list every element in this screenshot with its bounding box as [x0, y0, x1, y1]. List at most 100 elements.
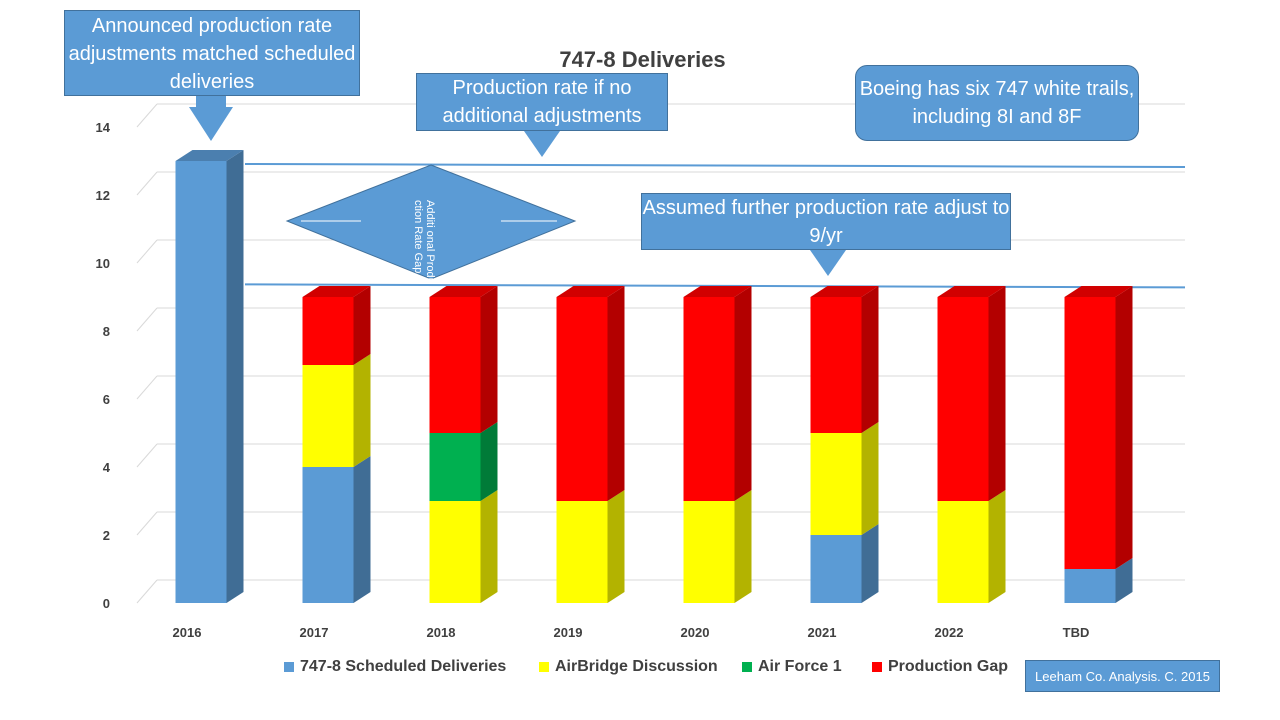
reference-line-13	[244, 163, 1186, 168]
bar-side-2016-0	[226, 150, 244, 603]
legend-swatch-scheduled	[284, 662, 294, 672]
bar-2019-airbridge-discussion	[556, 501, 608, 603]
callout-production-rate-arrow	[524, 131, 560, 157]
bar-side-2018-2	[480, 422, 498, 501]
y-tick-label: 2	[103, 528, 110, 543]
bar-side-2017-1	[353, 354, 371, 467]
credit-box: Leeham Co. Analysis. C. 2015	[1025, 660, 1220, 692]
bar-2017-production-gap	[302, 297, 354, 365]
bar-top-2020	[683, 286, 752, 297]
x-tick-label-2018: 2018	[427, 625, 456, 640]
bar-2021-production-gap	[810, 297, 862, 433]
callout-assumed: Assumed further production rate adjust t…	[641, 193, 1011, 250]
x-tick-label-TBD: TBD	[1063, 625, 1090, 640]
bar-2022-airbridge-discussion	[937, 501, 989, 603]
callout-announced-arrow	[189, 107, 233, 141]
bar-top-2021	[810, 286, 879, 297]
gridline-slant-0	[136, 579, 158, 604]
y-tick-label: 6	[103, 392, 110, 407]
legend-label-airforce: Air Force 1	[758, 658, 842, 675]
bar-side-2021-0	[861, 524, 879, 603]
x-tick-label-2021: 2021	[808, 625, 837, 640]
legend-label-airbridge: AirBridge Discussion	[555, 658, 718, 675]
bar-2019-production-gap	[556, 297, 608, 501]
bar-top-2017	[302, 286, 371, 297]
bar-layer	[175, 150, 1133, 603]
y-tick-label: 0	[103, 596, 110, 611]
bar-2021-747-8-scheduled-deliveries	[810, 535, 862, 603]
callout-assumed-arrow	[810, 250, 846, 276]
bar-side-2019-3	[607, 286, 625, 501]
legend-swatch-gap	[872, 662, 882, 672]
bar-top-2022	[937, 286, 1006, 297]
bar-side-2019-1	[607, 490, 625, 603]
x-tick-label-2020: 2020	[681, 625, 710, 640]
bar-2017-747-8-scheduled-deliveries	[302, 467, 354, 603]
bar-2020-airbridge-discussion	[683, 501, 735, 603]
legend-swatch-airforce	[742, 662, 752, 672]
bar-top-2018	[429, 286, 498, 297]
bar-side-2022-3	[988, 286, 1006, 501]
bar-side-2020-1	[734, 490, 752, 603]
bar-2021-airbridge-discussion	[810, 433, 862, 535]
bar-side-2022-1	[988, 490, 1006, 603]
bar-side-2021-3	[861, 286, 879, 433]
callout-announced-arrow-stem	[196, 96, 226, 108]
bar-side-2021-1	[861, 422, 879, 535]
bar-top-TBD	[1064, 286, 1133, 297]
gridline-slant-10	[136, 239, 158, 264]
bar-2016-747-8-scheduled-deliveries	[175, 161, 227, 603]
y-tick-label: 10	[96, 256, 110, 271]
gridline-slant-6	[136, 375, 158, 400]
callout-assumed-text: Assumed further production rate adjust t…	[642, 197, 1010, 247]
gridline-slant-2	[136, 511, 158, 536]
bar-TBD-production-gap	[1064, 297, 1116, 569]
legend-label-scheduled: 747-8 Scheduled Deliveries	[300, 658, 507, 675]
legend-label-gap: Production Gap	[888, 658, 1008, 675]
bar-side-2017-0	[353, 456, 371, 603]
bar-side-TBD-0	[1115, 558, 1133, 603]
bar-2018-airbridge-discussion	[429, 501, 481, 603]
callout-production-rate: Production rate if no additional adjustm…	[416, 73, 668, 131]
bar-2018-air-force-1	[429, 433, 481, 501]
bar-2020-production-gap	[683, 297, 735, 501]
bar-TBD-747-8-scheduled-deliveries	[1064, 569, 1116, 603]
legend-swatch-airbridge	[539, 662, 549, 672]
legend-item-airforce: Air Force 1	[742, 658, 842, 676]
callout-production-rate-text: Production rate if no additional adjustm…	[442, 77, 642, 127]
callout-white-tails-text: Boeing has six 747 white trails, includi…	[859, 78, 1135, 128]
bar-side-TBD-3	[1115, 286, 1133, 569]
bar-side-2020-3	[734, 286, 752, 501]
y-tick-label: 4	[103, 460, 111, 475]
bar-top-2019	[556, 286, 625, 297]
callout-white-tails: Boeing has six 747 white trails, includi…	[855, 65, 1139, 141]
gridline-slant-8	[136, 307, 158, 332]
bar-side-2018-3	[480, 286, 498, 433]
bar-side-2018-1	[480, 490, 498, 603]
chart-title: 747-8 Deliveries	[559, 47, 726, 72]
x-tick-label-2016: 2016	[173, 625, 202, 640]
callout-announced-text: Announced production rate adjustments ma…	[68, 15, 356, 93]
gridline-slant-14	[136, 103, 158, 128]
gap-diamond-text: Additi onal Produ ction Rate Gap	[412, 200, 436, 284]
bar-side-2017-3	[353, 286, 371, 365]
axis-labels: 0 2 4 6 8 10 12 14 2016 2017 2018 2019 2020 2021 2022 T…	[96, 120, 1090, 640]
legend-item-scheduled: 747-8 Scheduled Deliveries	[284, 658, 506, 676]
reference-line-9.4	[244, 283, 1186, 289]
bar-2018-production-gap	[429, 297, 481, 433]
y-tick-label: 12	[96, 188, 110, 203]
gap-diamond	[285, 164, 577, 280]
bar-2022-production-gap	[937, 297, 989, 501]
bar-2017-airbridge-discussion	[302, 365, 354, 467]
gridline-slant-4	[136, 443, 158, 468]
y-tick-label: 14	[96, 120, 111, 135]
gridline-slant-12	[136, 171, 158, 196]
y-tick-label: 8	[103, 324, 110, 339]
x-tick-label-2022: 2022	[935, 625, 964, 640]
x-tick-label-2019: 2019	[554, 625, 583, 640]
callout-announced: Announced production rate adjustments ma…	[64, 10, 360, 96]
legend-item-gap: Production Gap	[872, 658, 1008, 676]
reference-lines	[244, 163, 1186, 289]
bar-top-2016	[175, 150, 244, 161]
